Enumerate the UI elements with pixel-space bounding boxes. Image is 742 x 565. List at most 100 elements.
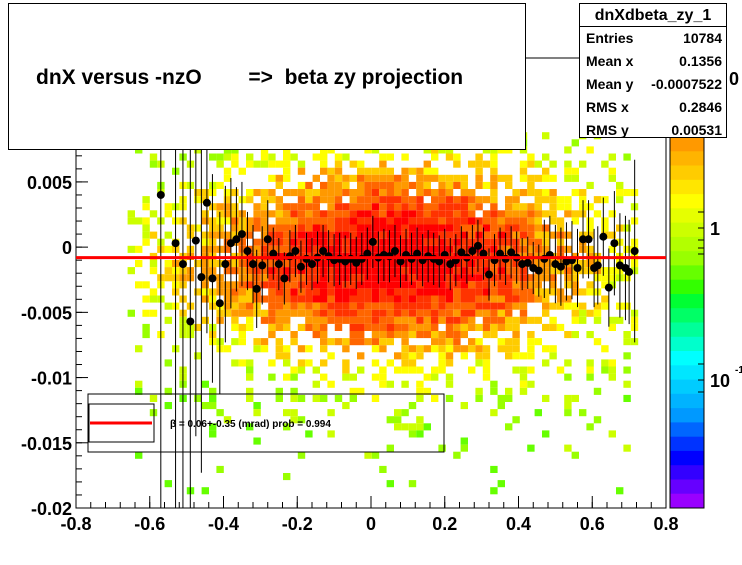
- heatmap-cell: [542, 430, 550, 438]
- heatmap-cell: [305, 224, 313, 232]
- profile-point: [534, 266, 543, 275]
- heatmap-cell: [275, 210, 283, 218]
- heatmap-cell: [253, 402, 261, 410]
- heatmap-cell: [253, 210, 261, 218]
- heatmap-cell: [445, 295, 454, 303]
- heatmap-cell: [164, 359, 172, 367]
- heatmap-cell: [571, 281, 579, 289]
- heatmap-cell: [275, 231, 283, 239]
- heatmap-cell: [519, 274, 528, 282]
- heatmap-cell: [431, 245, 439, 253]
- heatmap-cell: [290, 231, 298, 239]
- heatmap-cell: [253, 345, 261, 353]
- heatmap-cell: [386, 281, 394, 289]
- heatmap-cell: [527, 338, 535, 346]
- heatmap-cell: [231, 338, 239, 346]
- heatmap-cell: [371, 345, 380, 353]
- heatmap-cell: [394, 352, 402, 360]
- heatmap-cell: [475, 181, 483, 189]
- heatmap-cell: [320, 309, 328, 317]
- heatmap-cell: [490, 380, 498, 388]
- heatmap-cell: [623, 153, 631, 161]
- heatmap-cell: [445, 373, 454, 381]
- stats-row-rms-y: RMS y 0.00531: [586, 122, 722, 144]
- heatmap-cell: [268, 373, 276, 381]
- heatmap-cell: [327, 231, 335, 239]
- chart-title: dnX versus -nzO => beta zy projection: [36, 66, 464, 89]
- heatmap-cell: [475, 345, 483, 353]
- heatmap-cell: [579, 309, 587, 317]
- heatmap-cell: [475, 231, 483, 239]
- heatmap-cell: [571, 139, 579, 147]
- heatmap-cell: [490, 224, 498, 232]
- heatmap-cell: [290, 338, 298, 346]
- heatmap-cell: [312, 203, 320, 211]
- heatmap-cell: [334, 203, 343, 211]
- y-tick-label: -0.02: [31, 499, 72, 519]
- heatmap-cell: [283, 174, 291, 182]
- heatmap-cell: [371, 196, 380, 204]
- heatmap-cell: [534, 203, 542, 211]
- heatmap-cell: [164, 274, 172, 282]
- heatmap-cell: [246, 387, 254, 395]
- heatmap-cell: [334, 274, 343, 282]
- heatmap-cell: [423, 373, 431, 381]
- heatmap-cell: [564, 444, 572, 452]
- heatmap-cell: [505, 352, 513, 360]
- heatmap-cell: [505, 181, 513, 189]
- heatmap-cell: [223, 281, 232, 289]
- heatmap-cell: [349, 189, 357, 197]
- heatmap-cell: [305, 323, 313, 331]
- heatmap-cell: [268, 288, 276, 296]
- heatmap-cell: [327, 338, 335, 346]
- heatmap-cell: [534, 196, 542, 204]
- heatmap-cell: [386, 196, 394, 204]
- heatmap-cell: [401, 380, 409, 388]
- heatmap-cell: [482, 366, 491, 374]
- heatmap-cell: [423, 189, 431, 197]
- heatmap-cell: [571, 302, 579, 310]
- heatmap-cell: [601, 345, 609, 353]
- heatmap-cell: [334, 224, 343, 232]
- palette-label-top: 0: [729, 69, 739, 89]
- heatmap-cell: [416, 189, 424, 197]
- heatmap-cell: [423, 224, 431, 232]
- heatmap-cell: [283, 203, 291, 211]
- heatmap-cell: [431, 302, 439, 310]
- heatmap-cell: [453, 309, 461, 317]
- heatmap-cell: [490, 153, 498, 161]
- y-tick-label: -0.015: [21, 434, 72, 454]
- heatmap-cell: [431, 238, 439, 246]
- heatmap-cell: [445, 394, 454, 402]
- heatmap-cell: [416, 366, 424, 374]
- heatmap-cell: [357, 203, 365, 211]
- heatmap-cell: [312, 260, 320, 268]
- heatmap-cell: [349, 394, 357, 402]
- heatmap-cell: [283, 231, 291, 239]
- heatmap-cell: [571, 316, 579, 324]
- heatmap-cell: [416, 380, 424, 388]
- heatmap-cell: [394, 231, 402, 239]
- heatmap-cell: [312, 394, 320, 402]
- heatmap-cell: [453, 345, 461, 353]
- heatmap-cell: [386, 316, 394, 324]
- heatmap-cell: [460, 302, 468, 310]
- heatmap-cell: [497, 323, 505, 331]
- heatmap-cell: [283, 238, 291, 246]
- heatmap-cell: [416, 274, 424, 282]
- heatmap-cell: [364, 288, 372, 296]
- heatmap-cell: [423, 167, 431, 175]
- heatmap-cell: [468, 196, 476, 204]
- heatmap-cell: [497, 217, 505, 225]
- heatmap-cell: [149, 309, 158, 317]
- heatmap-cell: [149, 394, 158, 402]
- heatmap-cell: [223, 309, 232, 317]
- heatmap-cell: [512, 224, 520, 232]
- heatmap-cell: [401, 345, 409, 353]
- heatmap-cell: [408, 167, 417, 175]
- heatmap-cell: [283, 423, 291, 431]
- heatmap-cell: [490, 167, 498, 175]
- heatmap-cell: [164, 316, 172, 324]
- heatmap-cell: [519, 167, 528, 175]
- heatmap-cell: [586, 331, 594, 339]
